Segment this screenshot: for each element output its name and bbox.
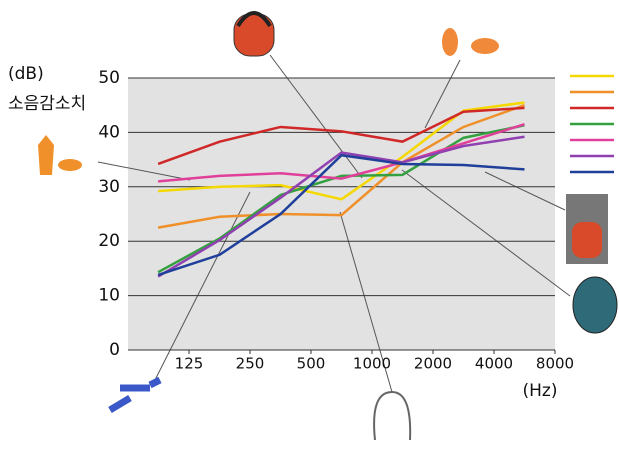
series-line (157, 153, 525, 277)
x-tick-label: 500 (297, 355, 326, 373)
series-line (157, 106, 525, 166)
x-tick-label: 1000 (353, 355, 391, 373)
x-tick-label: 4000 (475, 355, 513, 373)
y-tick-label: 30 (98, 177, 120, 197)
x-axis-label: (Hz) (523, 381, 558, 401)
series-line (158, 123, 525, 183)
series-line (157, 104, 525, 229)
series-line (157, 124, 525, 274)
series-line (157, 135, 525, 278)
x-tick-label: 2000 (414, 355, 452, 373)
y-axis-label: (dB) (8, 64, 44, 84)
y-axis-label: 소음감소치 (8, 94, 86, 114)
y-tick-label: 10 (98, 286, 120, 306)
lines (157, 101, 525, 278)
y-tick-label: 0 (109, 340, 120, 360)
y-tick-label: 50 (98, 68, 120, 88)
x-tick-label: 125 (175, 355, 204, 373)
y-tick-label: 40 (98, 122, 120, 142)
y-tick-label: 20 (98, 231, 120, 251)
ear-icons (38, 11, 618, 441)
x-tick-label: 8000 (536, 355, 574, 373)
x-tick-label: 250 (236, 355, 265, 373)
